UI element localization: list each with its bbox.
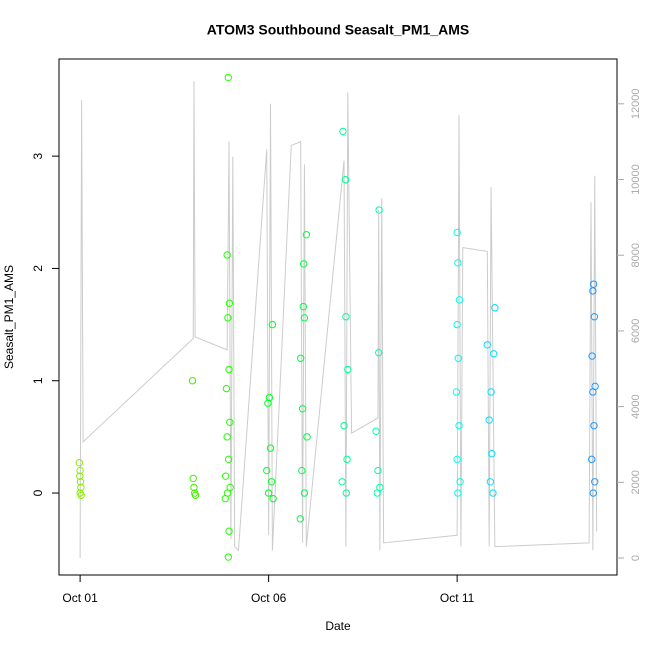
y2-tick-label: 6000 (630, 319, 642, 343)
data-point (76, 472, 84, 480)
data-point (373, 489, 381, 497)
data-point (189, 474, 197, 483)
y-tick-label: 0 (31, 489, 45, 496)
data-point (298, 405, 307, 413)
data-point (75, 459, 84, 467)
data-point (343, 455, 351, 464)
data-point (340, 421, 348, 430)
x-axis-label: Date (325, 619, 351, 633)
altitude-line (79, 81, 598, 559)
data-point (375, 206, 383, 214)
data-point (589, 489, 597, 497)
data-point (488, 450, 496, 458)
data-point (589, 388, 597, 396)
data-point (452, 388, 461, 396)
data-point (300, 489, 309, 497)
y2-tick-label: 2000 (630, 470, 642, 494)
data-point (269, 494, 277, 503)
y-tick-label: 3 (31, 152, 45, 159)
data-point (374, 466, 382, 475)
data-point (221, 472, 230, 480)
y-tick-label: 2 (31, 265, 45, 272)
data-point (486, 478, 495, 486)
data-point (221, 494, 229, 503)
data-point (190, 483, 198, 492)
data-point (268, 320, 277, 329)
data-point (342, 489, 350, 497)
data-point (191, 491, 200, 499)
data-point (454, 489, 462, 497)
y2-tick-label: 10000 (630, 164, 642, 195)
data-point (454, 354, 462, 362)
y2-tick-label: 12000 (630, 89, 642, 120)
data-point (296, 354, 305, 362)
data-point (591, 478, 599, 486)
y-axis-label: Seasalt_PM1_AMS (2, 265, 16, 369)
data-point (344, 365, 352, 374)
data-point (375, 348, 383, 357)
data-point (188, 377, 197, 385)
data-point (453, 228, 461, 237)
data-point (453, 320, 461, 329)
data-point (342, 313, 350, 321)
data-point (487, 388, 495, 396)
data-point (225, 527, 233, 535)
data-point (264, 489, 273, 497)
y2-tick-label: 0 (630, 555, 642, 561)
data-point (76, 466, 84, 475)
data-point (267, 478, 276, 486)
data-point (226, 418, 234, 426)
x-tick-label: Oct 11 (440, 591, 475, 605)
data-point (489, 489, 497, 497)
data-point (224, 314, 232, 322)
data-point (263, 466, 271, 475)
data-point (296, 515, 304, 523)
data-point (299, 260, 308, 268)
data-point (224, 553, 232, 561)
data-point (224, 73, 232, 82)
data-point (490, 350, 498, 358)
data-point (590, 421, 598, 430)
data-point (76, 478, 85, 486)
data-point (77, 483, 85, 492)
data-point (224, 455, 233, 464)
data-point (339, 127, 347, 136)
x-tick-label: Oct 01 (62, 591, 98, 605)
data-point (454, 259, 462, 267)
data-point (455, 421, 463, 430)
data-point (483, 341, 492, 349)
data-point (341, 176, 350, 184)
data-point (485, 416, 493, 424)
data-point (588, 352, 596, 360)
data-point (225, 365, 233, 374)
data-point (223, 433, 231, 441)
chart-title: ATOM3 Southbound Seasalt_PM1_AMS (207, 22, 469, 38)
data-point (299, 302, 308, 311)
data-point (222, 384, 231, 393)
data-point (225, 299, 234, 307)
y2-tick-label: 4000 (630, 394, 642, 418)
data-point (302, 231, 311, 239)
data-point (455, 296, 464, 304)
data-point (590, 313, 599, 321)
data-point (588, 455, 596, 464)
data-point (453, 455, 461, 464)
data-point (298, 466, 306, 475)
data-point (264, 399, 272, 407)
data-point (456, 478, 464, 486)
data-point (266, 444, 275, 452)
data-point (589, 287, 597, 295)
y-tick-label: 1 (31, 377, 45, 384)
data-point (372, 427, 380, 435)
plot-frame (58, 58, 618, 576)
y2-tick-label: 8000 (630, 243, 642, 267)
data-point (491, 304, 499, 312)
x-tick-label: Oct 06 (251, 591, 287, 605)
data-point (303, 433, 311, 441)
data-point (300, 314, 309, 322)
data-point (77, 491, 85, 499)
data-point (338, 478, 346, 486)
data-point (223, 251, 231, 259)
